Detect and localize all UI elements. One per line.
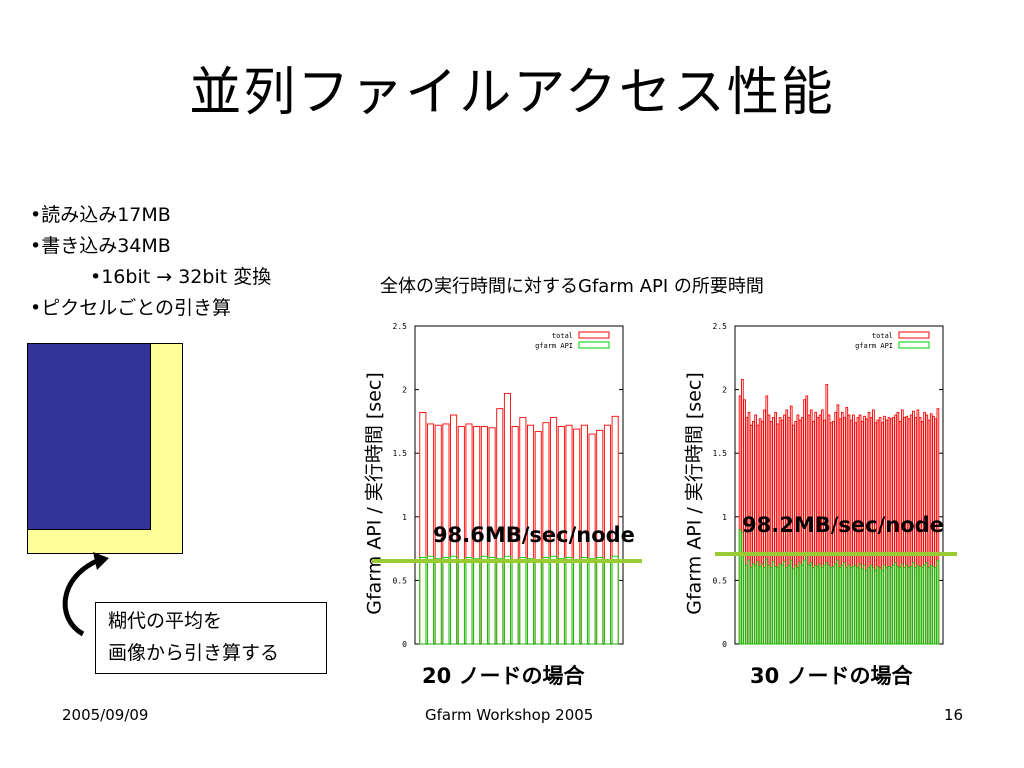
chart1-gfarm-api-bar — [434, 558, 442, 645]
chart1-y-tick-label: 2.5 — [393, 322, 408, 331]
chart2-legend-gfarm-label: gfarm API — [855, 342, 893, 350]
bullet-read-size: •読み込み17MB — [30, 204, 171, 226]
chart2-gfarm-api-bar — [936, 559, 940, 645]
chart2-throughput-label: 98.2MB/sec/node — [742, 513, 944, 537]
chart2-y-tick-label: 2.5 — [713, 322, 728, 331]
chart1-y-tick-label: 1 — [402, 513, 407, 522]
chart2-y-tick-label: 1 — [722, 513, 727, 522]
chart1-gfarm-api-bar — [503, 555, 511, 645]
chart1-gfarm-api-bar — [496, 558, 504, 645]
chart2-y-tick-label: 0.5 — [713, 576, 728, 585]
chart1-y-axis-label: Gfarm API / 実行時間 [sec] — [363, 372, 386, 615]
chart1-gfarm-api-bar — [488, 557, 496, 645]
chart1-gfarm-api-bar — [557, 558, 565, 645]
chart1-gfarm-api-bar — [580, 557, 588, 645]
footer-event: Gfarm Workshop 2005 — [425, 706, 594, 724]
bullet-bit-conversion: •16bit → 32bit 変換 — [30, 262, 271, 293]
chart1-legend-gfarm-label: gfarm API — [535, 342, 573, 350]
chart1-y-tick-label: 2 — [402, 386, 407, 395]
bar-chart-20-nodes: 0 0.5 1 1.5 2 2.5 total gfarm API — [393, 322, 624, 649]
chart1-gfarm-api-bar — [519, 557, 527, 645]
chart1-gfarm-api-bar — [473, 558, 481, 645]
chart1-legend-total-swatch — [578, 331, 610, 339]
footer-page-number: 16 — [944, 706, 964, 724]
chart1-y-tick-label: 1.5 — [393, 449, 408, 458]
chart1-gfarm-api-bar — [465, 557, 473, 645]
footer-date: 2005/09/09 — [62, 706, 149, 724]
bar-chart-30-nodes: 0 0.5 1 1.5 2 2.5 total gfarm API — [713, 322, 944, 649]
note-line-1: 糊代の平均を — [108, 610, 223, 632]
chart1-gfarm-api-bar — [550, 555, 558, 645]
bullet-bit-from: •16bit — [90, 266, 151, 288]
chart1-gfarm-api-bar — [565, 557, 573, 645]
chart2-legend-total-swatch — [898, 331, 930, 339]
chart1-plot-area — [414, 325, 624, 645]
chart1-gfarm-api-bar — [588, 558, 596, 645]
chart1-gfarm-api-bar — [480, 555, 488, 645]
chart1-gfarm-api-bar — [419, 557, 427, 645]
bullet-bit-to: 32bit 変換 — [178, 266, 272, 288]
chart2-caption: 30 ノードの場合 — [750, 664, 913, 688]
chart2-y-axis-label: Gfarm API / 実行時間 [sec] — [683, 372, 706, 615]
chart1-throughput-label: 98.6MB/sec/node — [433, 523, 635, 547]
chart1-gfarm-api-bar — [596, 557, 604, 645]
chart2-legend-gfarm-swatch — [898, 341, 930, 349]
chart1-gfarm-api-bar — [611, 555, 619, 645]
chart1-legend-total-label: total — [552, 332, 573, 340]
image-area-diagram — [27, 343, 151, 530]
chart-heading: 全体の実行時間に対するGfarm API の所要時間 — [380, 276, 764, 297]
chart1-gfarm-api-bar — [442, 557, 450, 645]
slide-title: 並列ファイルアクセス性能 — [189, 63, 835, 123]
chart2-average-line — [715, 552, 957, 556]
chart2-legend-total-label: total — [872, 332, 893, 340]
curved-arrow-icon — [62, 552, 109, 637]
bullet-list: •読み込み17MB •書き込み34MB •16bit → 32bit 変換 •ピ… — [30, 200, 271, 324]
chart1-average-line — [372, 559, 642, 563]
chart2-y-tick-label: 0 — [722, 640, 727, 649]
chart1-caption: 20 ノードの場合 — [422, 664, 585, 688]
chart1-legend-gfarm-swatch — [578, 341, 610, 349]
chart2-y-tick-label: 1.5 — [713, 449, 728, 458]
bullet-write-size: •書き込み34MB — [30, 235, 171, 257]
chart1-y-tick-label: 0.5 — [393, 576, 408, 585]
bullet-pixel-subtraction: •ピクセルごとの引き算 — [30, 297, 232, 319]
note-box: 糊代の平均を 画像から引き算する — [95, 602, 327, 674]
chart1-gfarm-api-bar — [450, 555, 458, 645]
chart1-y-tick-label: 0 — [402, 640, 407, 649]
chart1-gfarm-api-bar — [527, 558, 535, 645]
chart1-gfarm-api-bar — [427, 555, 435, 645]
arrow-right-icon: → — [156, 266, 173, 288]
chart2-y-tick-label: 2 — [722, 386, 727, 395]
chart1-gfarm-api-bar — [542, 557, 550, 645]
note-line-2: 画像から引き算する — [108, 642, 280, 664]
